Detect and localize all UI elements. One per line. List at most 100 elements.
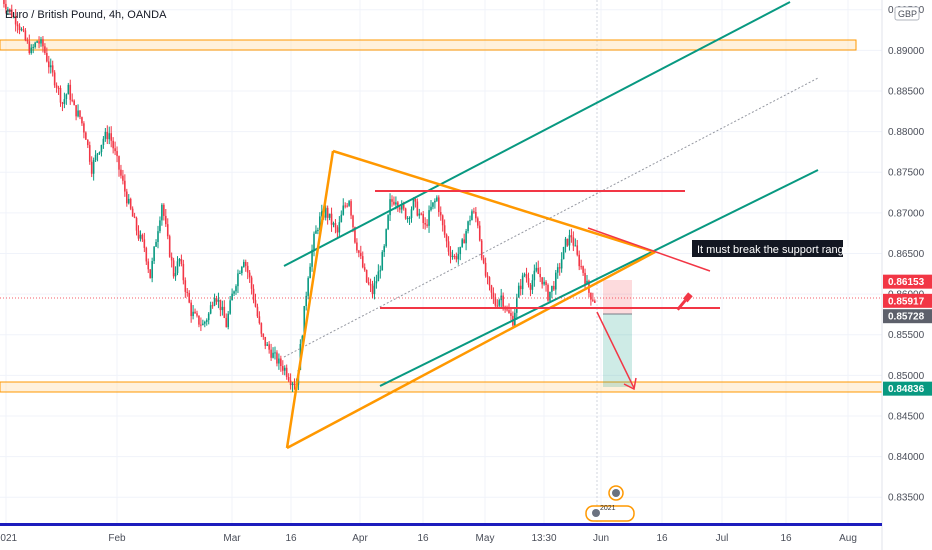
candle-body <box>525 274 528 279</box>
candle-body <box>580 266 582 268</box>
candle-body <box>133 216 136 218</box>
candle-body <box>170 256 173 261</box>
candle-body <box>494 297 497 306</box>
hammer-icon[interactable] <box>675 292 693 311</box>
candle-body <box>465 231 467 244</box>
x-tick-label[interactable]: 2021 <box>0 533 18 544</box>
candle-body <box>237 273 239 287</box>
channel-median-line[interactable] <box>283 77 819 358</box>
candle-body <box>110 133 112 141</box>
candle-body <box>555 272 557 290</box>
y-tick-label: 0.85000 <box>888 371 925 382</box>
symbol-title[interactable]: Euro / British Pound, 4h, OANDA <box>5 9 167 21</box>
resistance-zone <box>0 39 857 51</box>
candle-body <box>28 41 31 53</box>
candle-body <box>309 266 311 279</box>
price-tags: 0.86153 0.85917 0.85728 0.84836 <box>883 274 932 396</box>
candle-body <box>5 3 7 10</box>
x-tick-label[interactable]: Mar <box>223 533 241 544</box>
candle-body <box>391 199 393 202</box>
candle-body <box>112 140 114 149</box>
candle-body <box>564 238 567 248</box>
candle-body <box>266 344 268 346</box>
candle-body <box>289 380 292 386</box>
y-tick-label: 0.84000 <box>888 452 925 463</box>
x-tick-label[interactable]: 13:30 <box>531 533 556 544</box>
x-tick-label[interactable]: 16 <box>780 533 792 544</box>
candle-body <box>34 42 36 48</box>
candle-body <box>369 283 372 286</box>
candle-body <box>416 201 419 216</box>
x-tick-label[interactable]: 16 <box>656 533 668 544</box>
candle-body <box>482 258 485 263</box>
candle-body <box>231 293 233 301</box>
candle-body <box>219 299 222 311</box>
candle-body <box>414 198 417 202</box>
candle-body <box>250 277 253 289</box>
candle-body <box>480 240 483 259</box>
price-tag <box>883 274 932 289</box>
candle-body <box>324 207 327 218</box>
x-tick-label[interactable]: Jul <box>716 533 729 544</box>
candle-body <box>553 285 555 290</box>
events-marker[interactable]: 2021 <box>585 485 635 522</box>
candle-body <box>44 46 46 53</box>
candle-body <box>389 199 391 216</box>
candle-body <box>484 262 487 276</box>
candle-body <box>223 306 226 318</box>
x-tick-label[interactable]: May <box>476 533 495 544</box>
candle-body <box>360 252 362 257</box>
candle-body <box>590 292 592 300</box>
trend-extension-line[interactable] <box>587 227 711 272</box>
candle-body <box>61 102 64 104</box>
candle-body <box>221 306 224 311</box>
drawings[interactable] <box>283 1 819 450</box>
candle-body <box>477 218 479 226</box>
x-tick-label[interactable]: 16 <box>417 533 429 544</box>
price-tag-label: 0.86153 <box>888 277 925 288</box>
candle-body <box>439 212 442 216</box>
forecast-arrow-line[interactable] <box>596 311 635 389</box>
y-tick-label: 0.87500 <box>888 168 925 179</box>
triangle-bottom-leg[interactable] <box>286 250 656 450</box>
candle-body <box>264 336 267 346</box>
candle-body <box>104 131 107 139</box>
candle-body <box>467 221 469 232</box>
x-tick-label[interactable]: Jun <box>593 533 609 544</box>
candle-body <box>182 263 185 281</box>
candle-body <box>519 285 522 290</box>
candle-body <box>55 85 58 88</box>
candle-body <box>346 205 348 207</box>
x-tick-labels[interactable]: 2021 Feb Mar 16 Apr 16 May 13:30 Jun 16 Jul 16 Aug <box>0 533 857 544</box>
candle-body <box>207 313 210 321</box>
candle-body <box>527 278 530 285</box>
channel-upper-line[interactable] <box>283 1 791 267</box>
x-tick-label[interactable]: Feb <box>108 533 126 544</box>
triangle-top-leg[interactable] <box>332 149 656 254</box>
candle-body <box>16 24 19 27</box>
candle-body <box>381 252 384 271</box>
candle-body <box>592 299 594 301</box>
candle-body <box>149 269 151 279</box>
candle-body <box>155 241 157 247</box>
candle-body <box>328 213 331 218</box>
candle-body <box>235 286 237 292</box>
candle-body <box>7 8 9 10</box>
x-tick-label[interactable]: Aug <box>839 533 857 544</box>
candle-body <box>24 30 27 41</box>
x-tick-label[interactable]: 16 <box>285 533 297 544</box>
candle-body <box>488 277 491 286</box>
candle-body <box>63 99 66 104</box>
x-tick-label[interactable]: Apr <box>352 533 368 544</box>
triangle-left-leg[interactable] <box>285 150 335 449</box>
channel-lower-line[interactable] <box>379 169 819 387</box>
event-icon-inner <box>612 489 620 497</box>
candle-body <box>67 84 70 95</box>
candle-body <box>363 267 366 270</box>
candle-body <box>178 258 181 262</box>
currency-badge[interactable] <box>894 6 920 21</box>
candle-body <box>141 234 144 240</box>
annotation-box[interactable] <box>692 240 843 257</box>
y-tick-label: 0.88500 <box>888 86 925 97</box>
